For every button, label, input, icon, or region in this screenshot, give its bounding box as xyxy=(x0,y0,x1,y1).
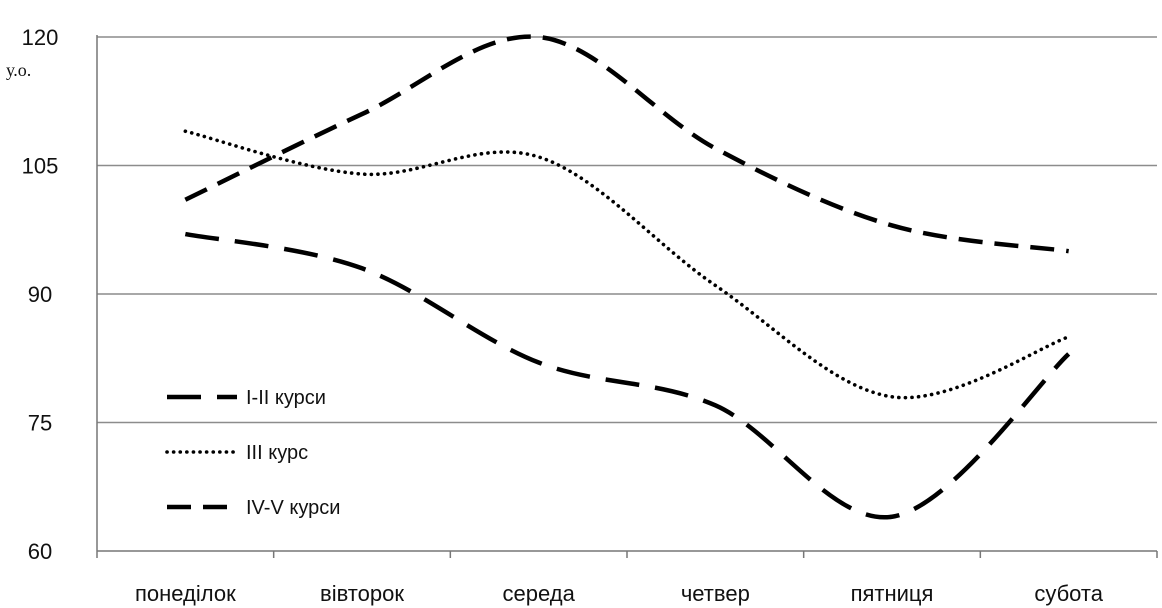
x-tick-label: вівторок xyxy=(320,581,404,606)
axes xyxy=(96,35,1158,558)
x-tick-label: понеділок xyxy=(135,581,236,606)
x-tick-label: середа xyxy=(503,581,576,606)
y-unit-label: у.о. xyxy=(6,60,31,80)
y-tick-label: 120 xyxy=(22,25,59,50)
legend: I-II курси III курс IV-V курси xyxy=(165,387,340,519)
x-tick-label: четвер xyxy=(681,581,750,606)
series-lines xyxy=(183,34,1071,520)
y-tick-label: 105 xyxy=(22,154,59,179)
x-tick-label: субота xyxy=(1034,581,1103,606)
legend-label: III курс xyxy=(246,442,308,464)
y-tick-label: 75 xyxy=(28,411,52,436)
x-tick-labels: понеділок вівторок середа четвер пятниця субо… xyxy=(135,581,1104,606)
series-line-3 xyxy=(184,34,1069,254)
y-tick-labels: 60 75 90 105 120 xyxy=(22,25,59,564)
y-tick-label: 90 xyxy=(28,282,52,307)
legend-label: I-II курси xyxy=(246,387,326,409)
gridlines xyxy=(97,36,1157,424)
series-line-2 xyxy=(183,129,1071,400)
x-tick-label: пятниця xyxy=(851,581,934,606)
y-tick-label: 60 xyxy=(28,539,52,564)
legend-label: IV-V курси xyxy=(246,497,340,519)
series-line-1 xyxy=(184,231,1071,520)
